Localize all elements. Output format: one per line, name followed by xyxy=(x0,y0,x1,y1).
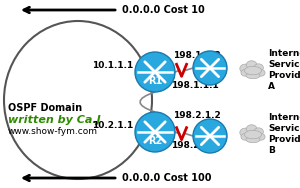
Ellipse shape xyxy=(246,61,257,69)
Ellipse shape xyxy=(240,64,250,73)
Circle shape xyxy=(135,52,175,92)
Text: www.show-fym.com: www.show-fym.com xyxy=(8,127,98,136)
Ellipse shape xyxy=(256,133,265,140)
Ellipse shape xyxy=(193,136,227,145)
Ellipse shape xyxy=(135,72,175,82)
Text: Internet
Service
Provider
A: Internet Service Provider A xyxy=(268,49,300,91)
Text: Internet
Service
Provider
B: Internet Service Provider B xyxy=(268,113,300,155)
Ellipse shape xyxy=(246,125,257,133)
Ellipse shape xyxy=(254,64,263,72)
Ellipse shape xyxy=(246,73,260,79)
Ellipse shape xyxy=(241,69,249,76)
Circle shape xyxy=(193,119,227,153)
Text: R2: R2 xyxy=(148,136,162,146)
Text: 0.0.0.0 Cost 10: 0.0.0.0 Cost 10 xyxy=(122,5,205,15)
Circle shape xyxy=(135,112,175,152)
Text: 198.2.1.1: 198.2.1.1 xyxy=(171,142,219,151)
Ellipse shape xyxy=(241,133,249,140)
Text: 10.1.1.1: 10.1.1.1 xyxy=(92,61,133,70)
Ellipse shape xyxy=(193,68,227,77)
Ellipse shape xyxy=(256,69,265,76)
Ellipse shape xyxy=(254,128,263,136)
Ellipse shape xyxy=(135,132,175,142)
Text: 10.2.1.1: 10.2.1.1 xyxy=(92,121,133,130)
Ellipse shape xyxy=(244,66,262,75)
Text: written by Ca.J: written by Ca.J xyxy=(8,115,101,125)
Text: OSPF Domain: OSPF Domain xyxy=(8,103,82,113)
Ellipse shape xyxy=(244,130,262,139)
Text: 0.0.0.0 Cost 100: 0.0.0.0 Cost 100 xyxy=(122,173,212,183)
Text: 198.2.1.2: 198.2.1.2 xyxy=(173,111,221,121)
Text: 198.1.1.2: 198.1.1.2 xyxy=(173,52,221,61)
Text: R1: R1 xyxy=(148,76,162,86)
Circle shape xyxy=(193,51,227,85)
Ellipse shape xyxy=(246,136,260,143)
Text: 198.1.1.1: 198.1.1.1 xyxy=(171,82,219,90)
Ellipse shape xyxy=(240,128,250,137)
